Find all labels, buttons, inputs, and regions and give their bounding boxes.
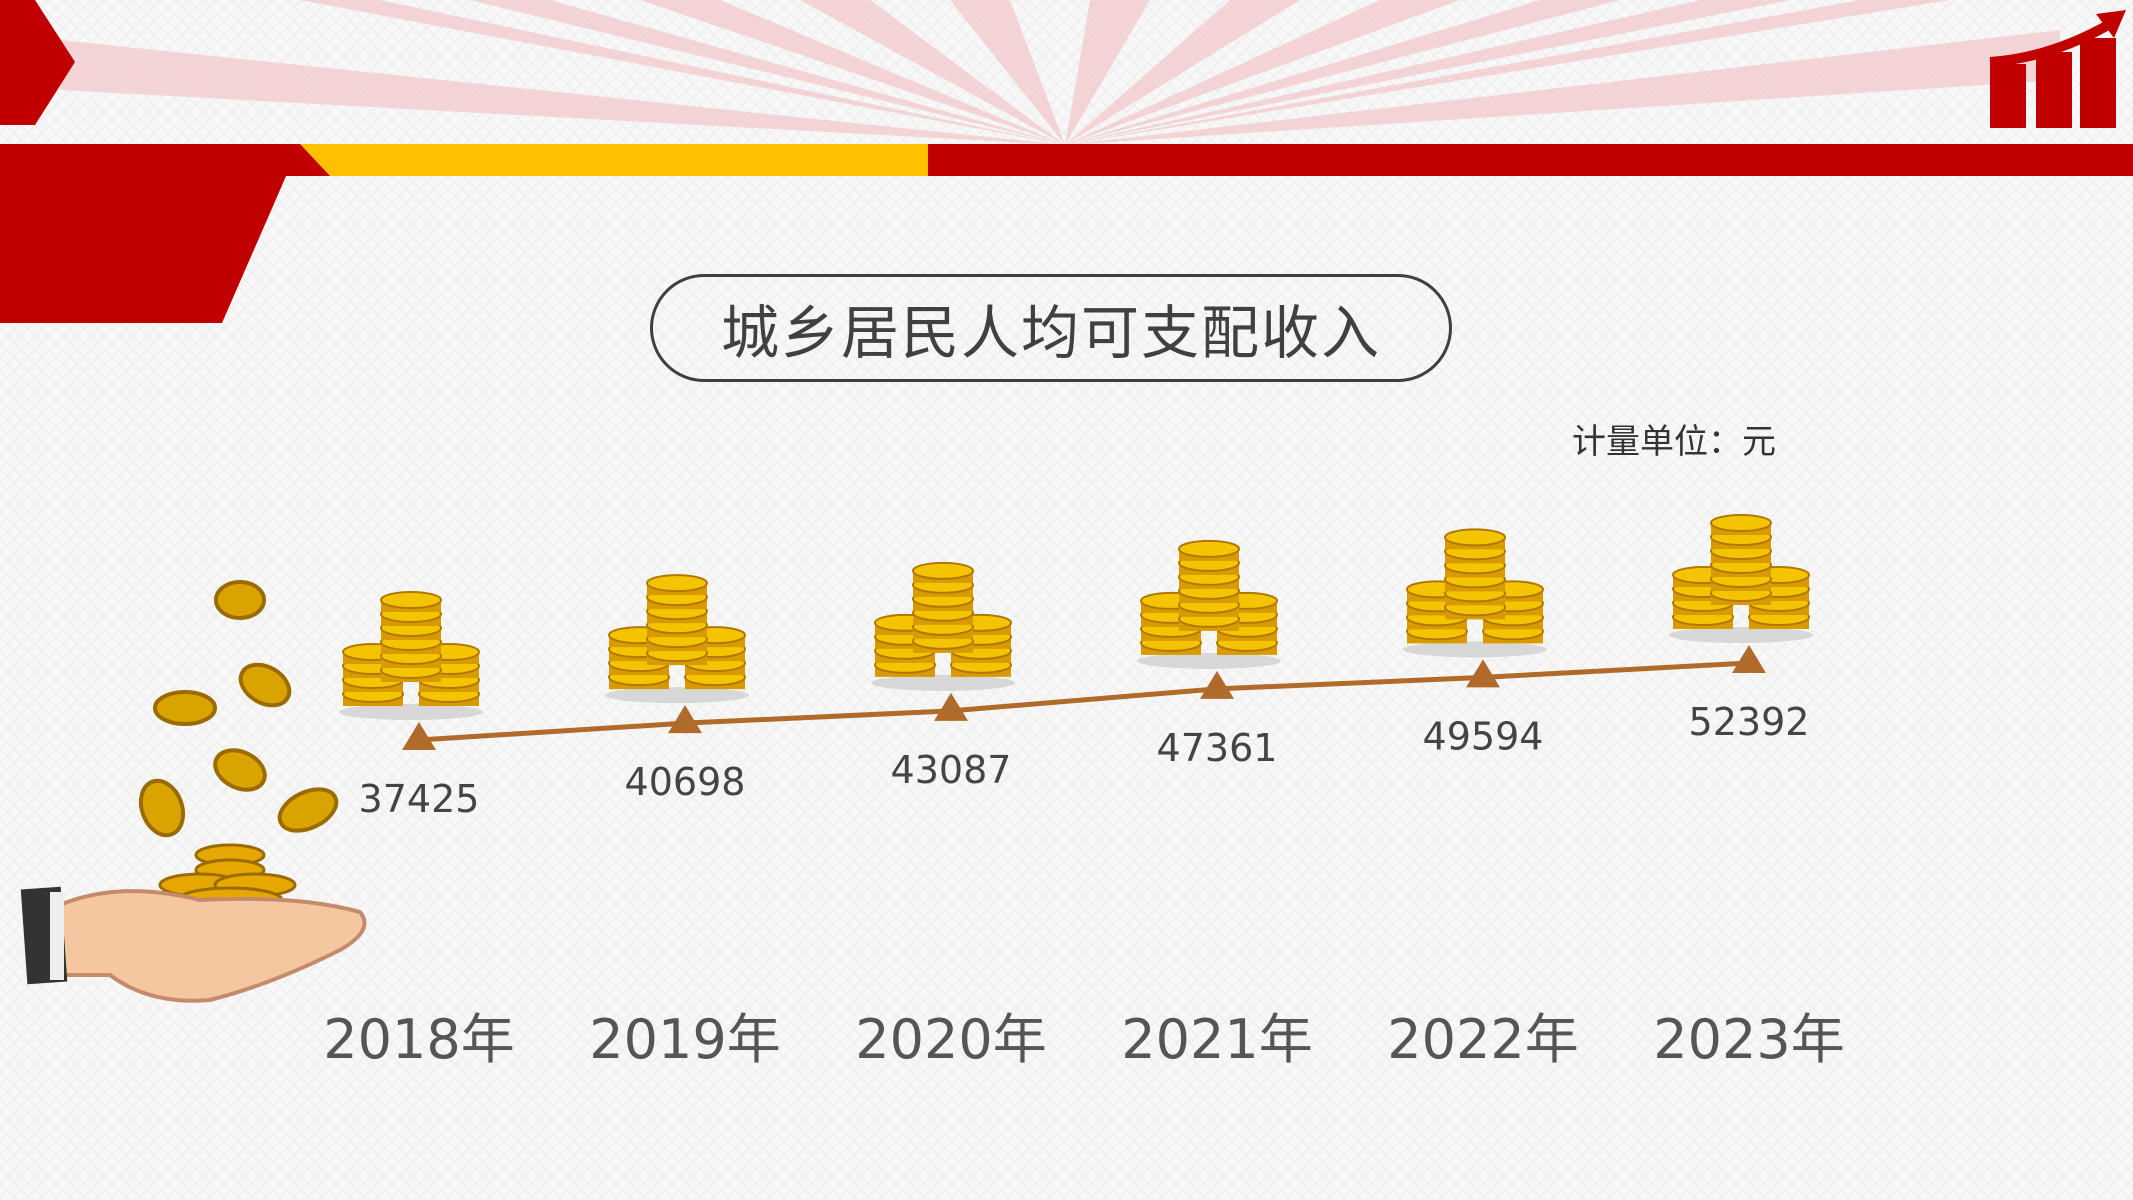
- coin-stack-icon: [605, 574, 749, 704]
- data-point-marker: [402, 722, 436, 750]
- category-label: 2018年: [323, 1008, 514, 1071]
- data-label: 49594: [1423, 714, 1544, 758]
- data-label: 52392: [1689, 700, 1810, 744]
- coin-stack-icon: [1669, 514, 1813, 643]
- hand-holding-coins-icon: [20, 580, 367, 1003]
- data-point-marker: [1200, 670, 1234, 699]
- data-point-marker: [1732, 645, 1766, 673]
- category-label: 2023年: [1653, 1008, 1844, 1071]
- coin-stack-icon: [871, 561, 1015, 691]
- category-label: 2021年: [1121, 1008, 1312, 1071]
- sunburst-rays: [60, 0, 2060, 145]
- header-arrow-shape: [0, 0, 75, 125]
- header-red-tab: [0, 144, 300, 323]
- category-label: 2022年: [1387, 1008, 1578, 1071]
- coin-stack-icon: [1403, 528, 1547, 658]
- coin-stack-icon: [1137, 539, 1281, 669]
- data-label: 47361: [1157, 726, 1278, 770]
- chart-title: 城乡居民人均可支配收入: [650, 274, 1452, 382]
- data-point-marker: [668, 705, 702, 734]
- coin-stack-icon: [339, 591, 483, 720]
- category-label: 2019年: [589, 1008, 780, 1071]
- bar-chart-growth-icon: [1989, 10, 2126, 128]
- data-point-marker: [934, 692, 968, 721]
- data-point-marker: [1466, 659, 1500, 688]
- series-line: [418, 660, 1750, 743]
- category-label: 2020年: [855, 1008, 1046, 1071]
- unit-label: 计量单位：元: [1572, 422, 1776, 462]
- data-label: 40698: [625, 760, 746, 804]
- data-label: 43087: [891, 748, 1012, 792]
- data-label: 37425: [359, 777, 480, 821]
